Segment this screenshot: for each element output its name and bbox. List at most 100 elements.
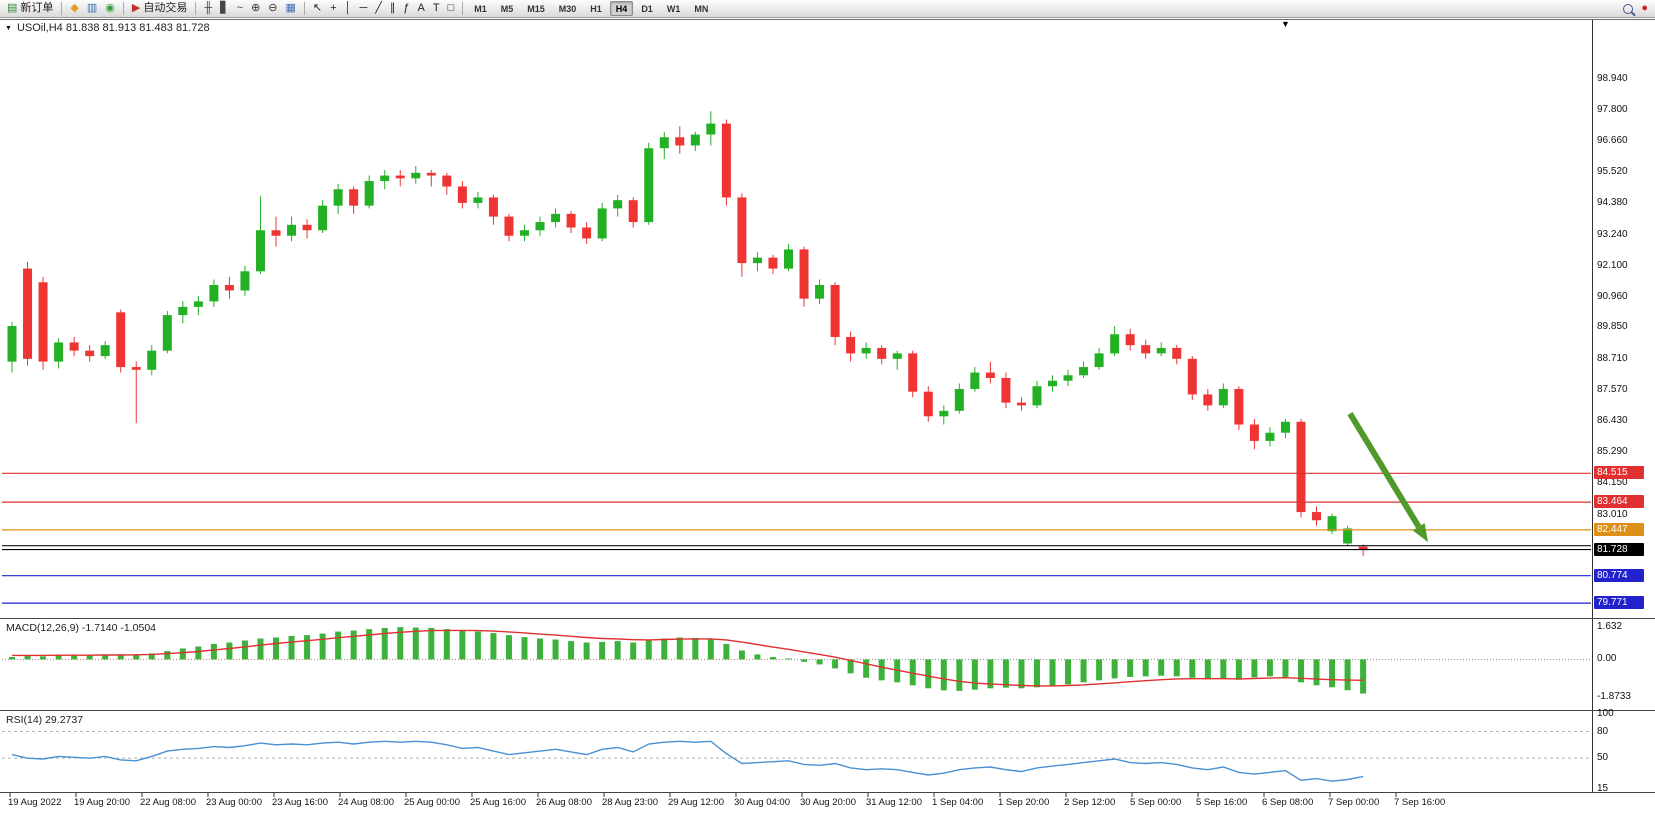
tile-windows-button[interactable]: ▦ xyxy=(282,1,300,17)
macd-bar xyxy=(1173,659,1180,677)
candle xyxy=(737,193,747,277)
macd-bar xyxy=(583,642,590,660)
autotrade-button-label: 自动交易 xyxy=(143,2,188,14)
candle xyxy=(721,119,731,206)
navigator-button[interactable]: ◉ xyxy=(101,1,119,17)
timeframe-m5-button[interactable]: M5 xyxy=(495,1,520,16)
vertical-line-button[interactable]: │ xyxy=(341,1,356,17)
macd-bar xyxy=(645,640,652,660)
candle xyxy=(193,295,203,316)
candle xyxy=(1048,375,1058,392)
candle xyxy=(504,213,514,242)
cursor-button[interactable]: ↖ xyxy=(309,1,326,17)
toolbar-separator xyxy=(61,2,63,15)
bar-chart-icon: ╫ xyxy=(204,2,213,14)
zoom-out-button[interactable]: ⊖ xyxy=(264,1,281,17)
new-order-button[interactable]: ▤ 新订单 xyxy=(3,1,57,17)
shapes-icon: □ xyxy=(447,2,455,14)
autotrade-button[interactable]: ▶ 自动交易 xyxy=(128,1,191,17)
candle xyxy=(768,254,778,275)
macd-bar xyxy=(599,641,606,660)
timeframe-h4-button[interactable]: H4 xyxy=(609,1,634,16)
line-chart-button[interactable]: ~ xyxy=(233,1,247,17)
candle xyxy=(69,336,79,357)
macd-bar xyxy=(552,639,559,660)
macd-bar xyxy=(1033,659,1040,688)
candle xyxy=(675,126,685,154)
macd-bar xyxy=(102,654,109,660)
candle xyxy=(1280,419,1290,439)
candle xyxy=(54,338,64,369)
candle xyxy=(38,276,48,370)
candle xyxy=(1001,372,1011,409)
candle xyxy=(287,216,297,242)
candle xyxy=(597,202,607,242)
label-button[interactable]: T xyxy=(429,1,444,17)
candle xyxy=(1125,328,1135,351)
candle xyxy=(457,181,467,209)
macd-bar xyxy=(847,659,854,674)
macd-bar xyxy=(24,655,31,660)
macd-bar xyxy=(925,659,932,689)
candlestick-icon: ▋ xyxy=(220,2,229,14)
macd-bar xyxy=(1235,659,1242,680)
macd-bar xyxy=(1220,659,1227,679)
channel-icon: ∥ xyxy=(389,2,396,14)
candle xyxy=(1234,386,1244,430)
macd-bar xyxy=(474,631,481,660)
horizontal-line-button[interactable]: ─ xyxy=(355,1,371,17)
candle xyxy=(1327,513,1337,534)
text-button[interactable]: A xyxy=(413,1,428,17)
search-button[interactable] xyxy=(1619,1,1637,17)
candle xyxy=(333,183,343,214)
timeframe-m1-button[interactable]: M1 xyxy=(468,1,493,16)
crosshair-button[interactable]: + xyxy=(326,1,340,17)
macd-bar xyxy=(1127,659,1134,677)
macd-bar xyxy=(1142,659,1149,677)
sell-signal-arrow[interactable] xyxy=(1347,412,1428,543)
macd-signal-line xyxy=(12,629,1364,687)
macd-bar xyxy=(1344,659,1351,691)
candle xyxy=(784,243,793,272)
channel-button[interactable]: ∥ xyxy=(386,1,400,17)
candle xyxy=(364,175,374,209)
timeframe-d1-button[interactable]: D1 xyxy=(635,1,659,16)
rsi-line xyxy=(11,740,1364,782)
timeframe-m15-button[interactable]: M15 xyxy=(521,1,551,16)
toolbar-separator xyxy=(462,2,464,15)
candle xyxy=(644,142,654,225)
fibonacci-button[interactable]: ƒ xyxy=(399,1,413,17)
candle xyxy=(815,279,825,305)
candle xyxy=(131,361,141,424)
candle xyxy=(923,386,933,422)
trendline-button[interactable]: ╱ xyxy=(371,1,386,17)
candle xyxy=(255,196,265,275)
market-watch-button[interactable]: ▥ xyxy=(83,1,101,17)
candlestick-button[interactable]: ▋ xyxy=(216,1,232,17)
macd-bar xyxy=(676,637,683,660)
crosshair-icon: + xyxy=(330,2,337,14)
candle xyxy=(1203,388,1213,411)
bar-chart-button[interactable]: ╫ xyxy=(200,1,216,17)
timeframe-m30-button[interactable]: M30 xyxy=(553,1,583,16)
shapes-button[interactable]: □ xyxy=(444,1,459,17)
timeframe-w1-button[interactable]: W1 xyxy=(661,1,687,16)
candle xyxy=(985,361,995,384)
line-chart-icon: ~ xyxy=(236,2,244,14)
zoom-in-button[interactable]: ⊕ xyxy=(247,1,264,17)
macd-bar xyxy=(909,659,916,686)
favorites-button[interactable]: ◆ xyxy=(66,1,82,17)
candle xyxy=(411,165,421,184)
timeframe-mn-button[interactable]: MN xyxy=(688,1,714,16)
macd-bar xyxy=(785,658,792,660)
candle xyxy=(302,219,312,239)
candle xyxy=(1110,326,1120,357)
macd-bar xyxy=(1002,659,1009,688)
macd-bar xyxy=(1158,659,1165,676)
timeframe-h1-button[interactable]: H1 xyxy=(584,1,608,16)
macd-bar xyxy=(832,659,839,669)
candle xyxy=(861,342,871,359)
macd-bar xyxy=(878,659,885,681)
status-button[interactable]: ● xyxy=(1637,1,1652,17)
